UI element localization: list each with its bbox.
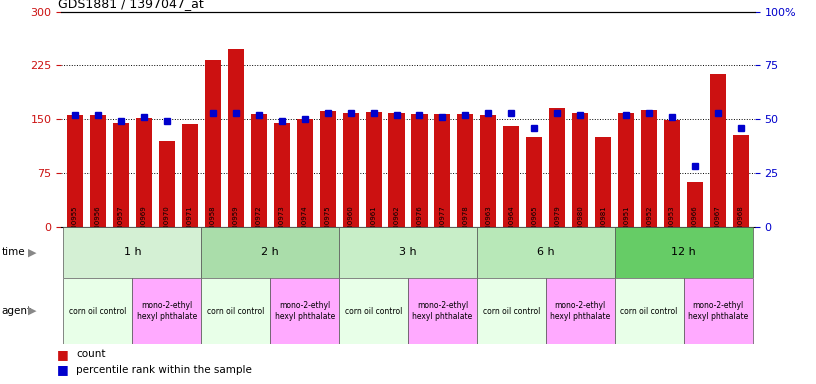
Bar (546, 278, 614, 344)
Bar (477, 278, 546, 344)
Bar (687, 182, 703, 227)
Text: corn oil control: corn oil control (69, 306, 126, 316)
Text: 2 h: 2 h (261, 247, 279, 258)
Text: GSM100971: GSM100971 (187, 205, 193, 248)
Bar (339, 227, 477, 278)
Bar (64, 278, 132, 344)
Bar (67, 116, 83, 227)
Bar (503, 126, 520, 227)
Text: GSM100972: GSM100972 (255, 205, 262, 248)
Bar (710, 74, 726, 227)
Text: corn oil control: corn oil control (620, 306, 678, 316)
Text: count: count (76, 349, 105, 359)
Text: GSM100968: GSM100968 (738, 205, 744, 248)
Text: corn oil control: corn oil control (345, 306, 402, 316)
Text: GSM100966: GSM100966 (692, 205, 698, 248)
Bar (159, 141, 175, 227)
Bar (526, 137, 543, 227)
Text: GSM100958: GSM100958 (210, 205, 215, 248)
Text: mono-2-ethyl
hexyl phthalate: mono-2-ethyl hexyl phthalate (137, 301, 197, 321)
Bar (202, 227, 339, 278)
Bar (664, 121, 681, 227)
Bar (270, 278, 339, 344)
Text: GSM100965: GSM100965 (531, 205, 537, 248)
Text: GSM100957: GSM100957 (118, 205, 124, 248)
Text: GSM100973: GSM100973 (279, 205, 285, 248)
Bar (641, 111, 657, 227)
Text: GSM100976: GSM100976 (416, 205, 423, 248)
Bar (684, 278, 752, 344)
Text: GSM100978: GSM100978 (463, 205, 468, 248)
Bar (320, 111, 335, 227)
Bar (411, 114, 428, 227)
Bar (388, 113, 405, 227)
Bar (202, 278, 270, 344)
Text: time: time (2, 247, 25, 258)
Text: GSM100970: GSM100970 (164, 205, 170, 248)
Text: GSM100951: GSM100951 (623, 205, 629, 248)
Text: GSM100960: GSM100960 (348, 205, 353, 248)
Bar (619, 113, 634, 227)
Text: GSM100969: GSM100969 (141, 205, 147, 248)
Bar (182, 124, 197, 227)
Text: 6 h: 6 h (537, 247, 555, 258)
Text: ▶: ▶ (28, 247, 36, 258)
Text: GDS1881 / 1397047_at: GDS1881 / 1397047_at (58, 0, 203, 10)
Text: corn oil control: corn oil control (207, 306, 264, 316)
Text: GSM100959: GSM100959 (233, 205, 239, 248)
Bar (132, 278, 202, 344)
Text: GSM100981: GSM100981 (601, 205, 606, 248)
Text: GSM100956: GSM100956 (95, 205, 101, 248)
Bar (477, 227, 614, 278)
Bar (296, 119, 313, 227)
Text: mono-2-ethyl
hexyl phthalate: mono-2-ethyl hexyl phthalate (550, 301, 610, 321)
Text: ▶: ▶ (28, 306, 36, 316)
Bar (343, 113, 358, 227)
Bar (113, 123, 129, 227)
Text: GSM100952: GSM100952 (646, 205, 652, 248)
Text: mono-2-ethyl
hexyl phthalate: mono-2-ethyl hexyl phthalate (412, 301, 472, 321)
Bar (549, 108, 565, 227)
Text: GSM100953: GSM100953 (669, 205, 675, 248)
Bar (733, 135, 749, 227)
Bar (339, 278, 408, 344)
Text: GSM100963: GSM100963 (486, 205, 491, 248)
Text: 12 h: 12 h (672, 247, 696, 258)
Text: ■: ■ (57, 363, 69, 376)
Text: mono-2-ethyl
hexyl phthalate: mono-2-ethyl hexyl phthalate (274, 301, 335, 321)
Bar (205, 60, 221, 227)
Text: GSM100967: GSM100967 (715, 205, 721, 248)
Bar (64, 227, 202, 278)
Text: percentile rank within the sample: percentile rank within the sample (76, 364, 252, 375)
Text: agent: agent (2, 306, 32, 316)
Text: GSM100961: GSM100961 (370, 205, 376, 248)
Bar (408, 278, 477, 344)
Text: GSM100974: GSM100974 (302, 205, 308, 248)
Text: 3 h: 3 h (399, 247, 417, 258)
Bar (572, 113, 588, 227)
Bar (614, 278, 684, 344)
Text: ■: ■ (57, 348, 69, 361)
Text: GSM100975: GSM100975 (325, 205, 330, 248)
Text: GSM100964: GSM100964 (508, 205, 514, 248)
Text: GSM100955: GSM100955 (72, 205, 78, 248)
Text: GSM100979: GSM100979 (554, 205, 561, 248)
Bar (458, 114, 473, 227)
Text: GSM100977: GSM100977 (440, 205, 446, 248)
Bar (273, 123, 290, 227)
Bar (366, 112, 382, 227)
Bar (614, 227, 752, 278)
Bar (135, 118, 152, 227)
Text: 1 h: 1 h (123, 247, 141, 258)
Bar (434, 114, 450, 227)
Text: mono-2-ethyl
hexyl phthalate: mono-2-ethyl hexyl phthalate (688, 301, 748, 321)
Bar (251, 114, 267, 227)
Text: GSM100962: GSM100962 (393, 205, 400, 248)
Bar (481, 116, 496, 227)
Bar (595, 137, 611, 227)
Bar (90, 116, 106, 227)
Bar (228, 49, 244, 227)
Text: corn oil control: corn oil control (482, 306, 540, 316)
Text: GSM100980: GSM100980 (577, 205, 583, 248)
